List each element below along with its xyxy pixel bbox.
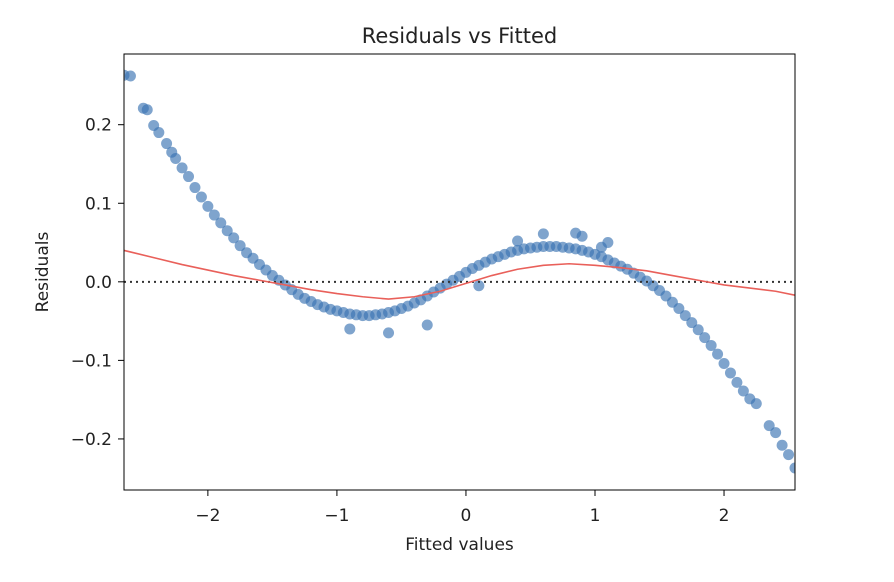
scatter-point: [473, 280, 485, 292]
scatter-point: [705, 339, 717, 351]
scatter-point: [124, 70, 136, 82]
scatter-point: [718, 358, 730, 370]
y-axis-label: Residuals: [33, 232, 53, 313]
x-tick-label: −2: [195, 506, 220, 526]
y-tick-label: 0.0: [85, 273, 112, 293]
y-tick-label: 0.2: [85, 116, 112, 136]
scatter-point: [195, 191, 207, 203]
y-tick-label: −0.1: [71, 351, 112, 371]
y-tick-label: 0.1: [85, 194, 112, 214]
plot-area: [124, 69, 795, 474]
scatter-point: [686, 317, 698, 329]
scatter-point: [202, 200, 214, 212]
lowess-trend-line: [124, 249, 795, 300]
scatter-point: [699, 332, 711, 344]
scatter-point: [208, 209, 220, 221]
scatter-point: [176, 162, 188, 174]
x-tick-label: 1: [590, 506, 601, 526]
scatter-point: [763, 420, 775, 432]
scatter-point: [602, 237, 614, 249]
scatter-point: [344, 323, 356, 335]
scatter-point: [215, 217, 227, 229]
scatter-point: [576, 230, 588, 242]
scatter-point: [228, 232, 240, 244]
scatter-point: [141, 104, 153, 116]
y-tick-label: −0.2: [71, 430, 112, 450]
scatter-point: [537, 228, 549, 240]
scatter-point: [679, 310, 691, 322]
plot-frame: [123, 53, 796, 491]
x-axis-label: Fitted values: [405, 535, 514, 555]
scatter-point: [153, 127, 165, 139]
scatter-point: [789, 462, 795, 474]
axes-layer: −2 −1 0 1 2 −0.2 −0.1 0.0 0.1 0.2: [71, 53, 796, 526]
scatter-points: [124, 69, 795, 474]
x-tick-label: −1: [324, 506, 349, 526]
scatter-point: [421, 319, 433, 331]
scatter-point: [776, 439, 788, 451]
scatter-point: [221, 225, 233, 237]
scatter-point: [673, 303, 685, 315]
x-tick-label: 0: [461, 506, 472, 526]
scatter-point: [783, 449, 795, 461]
scatter-point: [189, 182, 201, 194]
scatter-point: [737, 385, 749, 397]
scatter-point: [183, 171, 195, 183]
scatter-point: [731, 376, 743, 388]
scatter-point: [161, 138, 173, 150]
scatter-point: [724, 367, 736, 379]
scatter-point: [750, 398, 762, 410]
scatter-point: [512, 235, 524, 247]
chart-title: Residuals vs Fitted: [362, 24, 557, 48]
scatter-point: [770, 427, 782, 439]
scatter-point: [234, 240, 246, 252]
x-tick-label: 2: [719, 506, 730, 526]
scatter-point: [383, 327, 395, 339]
scatter-point: [692, 324, 704, 336]
scatter-point: [170, 152, 182, 164]
scatter-point: [712, 348, 724, 360]
